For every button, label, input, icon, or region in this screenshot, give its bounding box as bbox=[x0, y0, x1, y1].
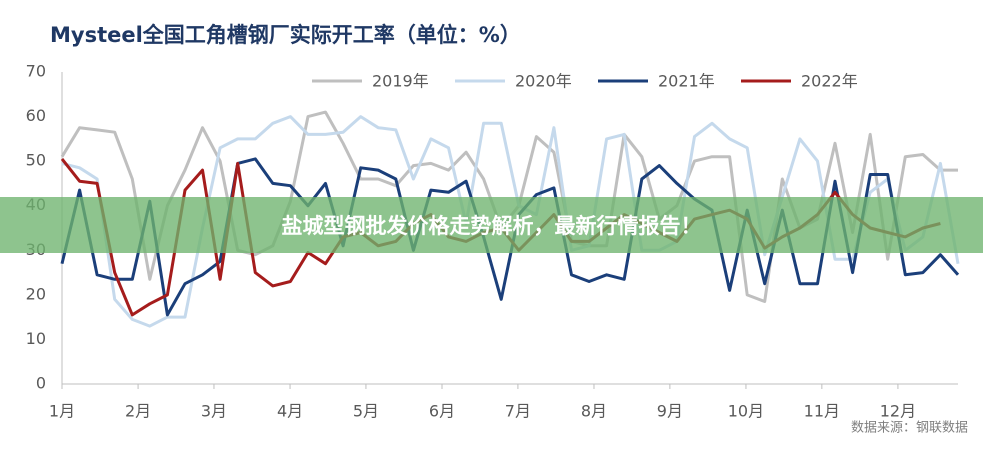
y-tick-label: 0 bbox=[36, 374, 46, 393]
series-line bbox=[60, 157, 960, 317]
x-tick-label: 6月 bbox=[429, 402, 455, 421]
legend-label: 2019年 bbox=[372, 72, 429, 91]
y-tick-label: 60 bbox=[26, 106, 46, 125]
legend-label: 2020年 bbox=[515, 72, 572, 91]
x-tick-label: 8月 bbox=[581, 402, 607, 421]
chart-title: Mysteel全国工角槽钢厂实际开工率（单位：%） bbox=[50, 23, 521, 47]
x-tick-label: 3月 bbox=[201, 402, 227, 421]
y-tick-label: 70 bbox=[26, 62, 46, 81]
y-tick-label: 20 bbox=[26, 284, 46, 303]
series-line bbox=[61, 115, 960, 328]
x-tick-label: 10月 bbox=[728, 402, 764, 421]
banner: 盐城型钢批发价格走势解析，最新行情报告！ bbox=[0, 197, 983, 253]
y-tick-label: 10 bbox=[26, 329, 46, 348]
y-tick-label: 50 bbox=[26, 151, 46, 170]
source: 数据来源：钢联数据 bbox=[851, 421, 968, 436]
x-tick-label: 4月 bbox=[277, 402, 303, 421]
x-tick-label: 5月 bbox=[353, 402, 379, 421]
x-tick-label: 11月 bbox=[804, 402, 840, 421]
x-tick-label: 12月 bbox=[880, 402, 916, 421]
legend-label: 2022年 bbox=[801, 72, 858, 91]
x-tick-label: 9月 bbox=[657, 402, 683, 421]
x-tick-label: 7月 bbox=[505, 402, 531, 421]
x-tick-label: 1月 bbox=[49, 402, 75, 421]
x-tick-label: 2月 bbox=[125, 402, 151, 421]
legend-label: 2021年 bbox=[658, 72, 715, 91]
